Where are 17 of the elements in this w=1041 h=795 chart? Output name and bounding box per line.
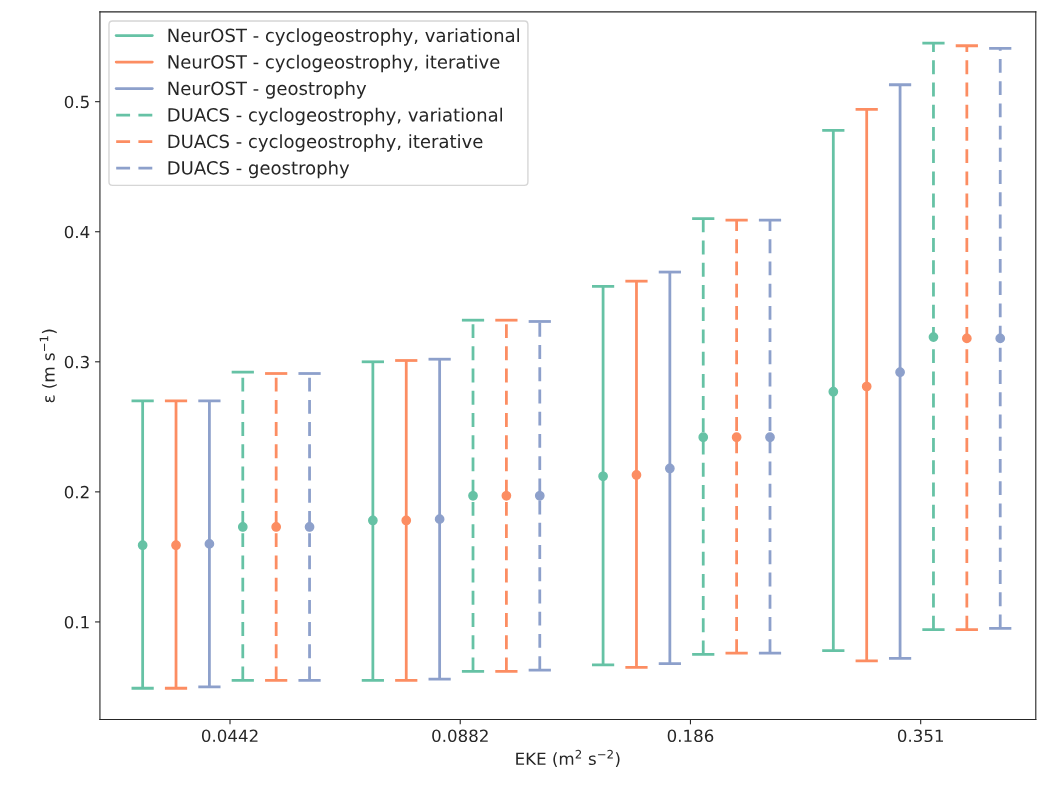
legend-label: DUACS - cyclogeostrophy, iterative — [168, 134, 483, 152]
y-tick-label: 0.4 — [64, 225, 90, 239]
legend-label: DUACS - cyclogeostrophy, variational — [168, 107, 503, 126]
x-tick-label: 0.351 — [897, 729, 943, 743]
y-axis-title: ε (m s$^{−1}$) — [39, 329, 57, 403]
y-tick-label: 0.1 — [64, 615, 89, 629]
legend-label: NeurOST - geostrophy — [168, 81, 367, 99]
x-tick-label: 0.0442 — [201, 729, 258, 743]
x-tick-label: 0.186 — [667, 729, 714, 743]
y-tick-label: 0.3 — [64, 355, 89, 369]
y-tick-label: 0.2 — [64, 485, 89, 499]
x-tick-label: 0.0882 — [432, 729, 488, 743]
legend-label: DUACS - geostrophy — [168, 160, 350, 179]
x-axis-title: EKE (m$^{2}$ s$^{−2}$) — [516, 749, 620, 767]
legend-label: NeurOST - cyclogeostrophy, variational — [168, 28, 519, 46]
y-tick-label: 0.5 — [64, 95, 89, 109]
legend-label: NeurOST - cyclogeostrophy, iterative — [168, 54, 500, 73]
